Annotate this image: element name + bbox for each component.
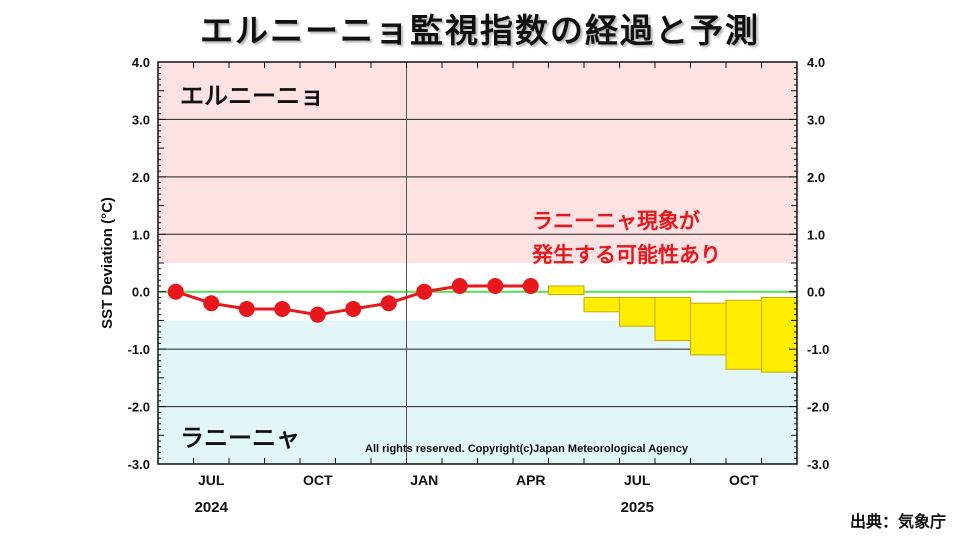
y-tick-label-right: -3.0 [807,457,829,472]
data-point [380,295,397,312]
forecast-box [725,299,762,370]
y-tick-label-right: 0.0 [807,285,825,300]
forecast-box [583,296,620,313]
data-point [309,306,326,323]
x-tick-label: JUL [624,472,651,488]
forecast-box [548,285,585,296]
y-tick-label-left: 1.0 [132,227,150,242]
forecast-box [654,296,691,342]
data-point [203,295,220,312]
data-point [345,300,362,317]
data-point [451,277,468,294]
y-tick-label-left: -3.0 [128,457,150,472]
forecast-box [761,296,798,373]
data-point [487,277,504,294]
data-point [522,277,539,294]
annotation-line-1: ラニーニャ現象が [532,209,700,233]
data-point [416,283,433,300]
x-tick-label: OCT [729,472,759,488]
forecast-box [619,296,656,327]
y-tick-label-left: 2.0 [132,170,150,185]
chart-title: エルニーニョ監視指数の経過と予測 [200,11,760,50]
annotation-line-2: 発生する可能性あり [531,243,721,267]
region-label-elnino: エルニーニョ [180,82,324,110]
y-tick-label-right: 1.0 [807,227,825,242]
x-tick-label: JUL [198,472,225,488]
year-label: 2024 [195,499,229,516]
y-tick-label-left: -2.0 [128,400,150,415]
y-tick-label-right: 2.0 [807,170,825,185]
x-tick-label: JAN [410,472,438,488]
data-point [167,283,184,300]
source-credit: 出典：気象庁 [849,512,946,531]
x-tick-label: APR [516,472,546,488]
year-label: 2025 [621,499,654,516]
region-label-lanina: ラニーニャ [180,424,300,452]
y-tick-label-right: -2.0 [807,400,829,415]
x-tick-label: OCT [303,472,333,488]
data-point [274,300,291,317]
y-tick-label-left: 3.0 [132,112,150,127]
region-band-0 [158,62,797,263]
y-tick-label-right: 3.0 [807,112,825,127]
y-tick-label-right: -1.0 [807,342,829,357]
y-tick-label-left: -1.0 [128,342,150,357]
y-tick-label-right: 4.0 [807,55,825,70]
y-tick-label-left: 4.0 [132,55,150,70]
y-axis-label: SST Deviation (°C) [99,197,116,329]
forecast-box [690,302,727,356]
copyright-text: All rights reserved. Copyright(c)Japan M… [365,443,689,455]
data-point [238,300,255,317]
y-tick-label-left: 0.0 [132,285,150,300]
